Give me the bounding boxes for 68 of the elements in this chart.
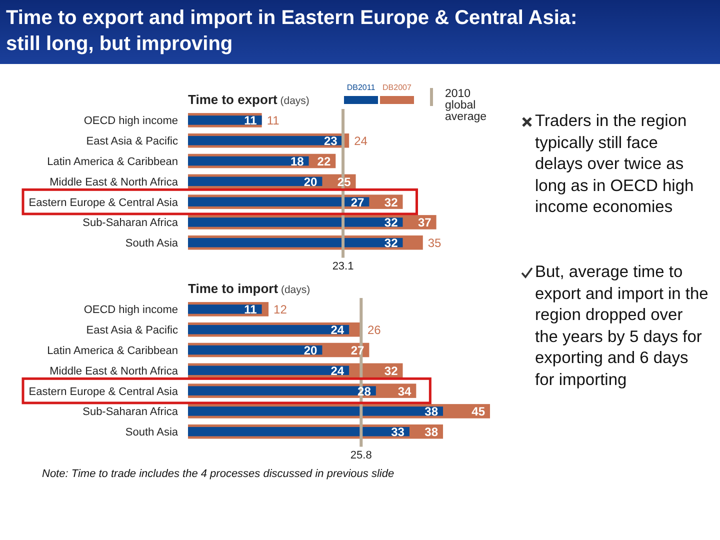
data-label: 11 — [244, 302, 258, 317]
bar — [188, 426, 410, 436]
data-label: 24 — [354, 134, 368, 148]
data-label: 34 — [398, 384, 412, 398]
y-tick-label: Sub-Saharan Africa — [82, 217, 179, 230]
bar — [188, 176, 322, 186]
y-tick-label: Middle East & North Africa — [50, 176, 179, 188]
ref-line-label: 23.1 — [332, 260, 354, 273]
y-tick-label: Eastern Europe & Central Asia — [28, 196, 179, 209]
y-tick-label: Middle East & North Africa — [50, 365, 179, 378]
data-label: 11 — [244, 114, 258, 128]
data-label: 45 — [472, 404, 486, 419]
y-tick-label: OECD high income — [84, 304, 178, 316]
y-tick-label: OECD high income — [84, 115, 178, 128]
data-label: 32 — [384, 364, 398, 378]
text: Time to export and import in Eastern Europe & Central Asia: still long, but improving — [6, 6, 578, 57]
x-axis-title: (days) — [277, 95, 310, 107]
data-label: 20 — [304, 344, 318, 358]
data-label: 24 — [330, 323, 344, 338]
y-tick-label: Eastern Europe & Central Asia — [28, 386, 179, 398]
bar — [188, 386, 376, 396]
bar — [188, 366, 350, 376]
bar — [188, 238, 403, 248]
data-label: 38 — [424, 425, 438, 440]
y-tick-label: East Asia & Pacific — [86, 324, 178, 337]
data-label: 32 — [384, 216, 398, 230]
data-label: 32 — [384, 236, 398, 250]
y-tick-label: Latin America & Caribbean — [47, 345, 178, 357]
data-label: 33 — [391, 425, 405, 440]
text: 2010 global average — [445, 88, 487, 123]
bar — [188, 116, 262, 125]
data-label: 35 — [428, 236, 442, 250]
data-label: 37 — [418, 216, 432, 230]
data-label: 32 — [384, 195, 398, 210]
data-label: 20 — [304, 174, 318, 189]
y-tick-label: East Asia & Pacific — [86, 136, 178, 148]
data-label: 27 — [350, 344, 365, 358]
data-label: 25 — [337, 174, 352, 189]
bar — [188, 197, 370, 206]
y-tick-label: South Asia — [125, 238, 179, 250]
y-tick-label: South Asia — [125, 426, 179, 439]
text: DB2011 — [346, 83, 376, 92]
chart-title: Time to export — [188, 92, 278, 107]
data-label: 18 — [290, 154, 304, 168]
bar — [188, 218, 403, 227]
data-label: 23 — [324, 134, 338, 148]
data-label: 27 — [350, 195, 365, 210]
data-label: 12 — [274, 302, 288, 317]
text: Traders in the region typically still face delays over twice as long as in OECD high income economies — [535, 111, 695, 218]
chart-title: Time to import — [188, 281, 279, 296]
text: But, average time to export and import in the region dropped over the years by 5 days for exporting and 6 days for importing — [535, 262, 710, 391]
x-axis-title: (days) — [278, 284, 310, 296]
text: Note: Time to trade includes the 4 processes discussed in previous slide — [42, 468, 394, 480]
bar — [188, 406, 444, 416]
data-label: 22 — [317, 154, 331, 168]
y-tick-label: Latin America & Caribbean — [47, 156, 178, 168]
bar — [188, 324, 350, 334]
data-label: 38 — [424, 404, 438, 419]
bar — [188, 156, 309, 166]
ref-line-label: 25.8 — [350, 450, 372, 462]
bar — [188, 345, 322, 355]
data-label: 11 — [266, 114, 280, 128]
data-label: 26 — [367, 323, 382, 338]
y-tick-label: Sub-Saharan Africa — [82, 406, 179, 418]
bar — [188, 304, 262, 314]
bar — [188, 136, 342, 146]
data-label: 24 — [330, 364, 344, 378]
text: DB2007 — [382, 83, 412, 92]
